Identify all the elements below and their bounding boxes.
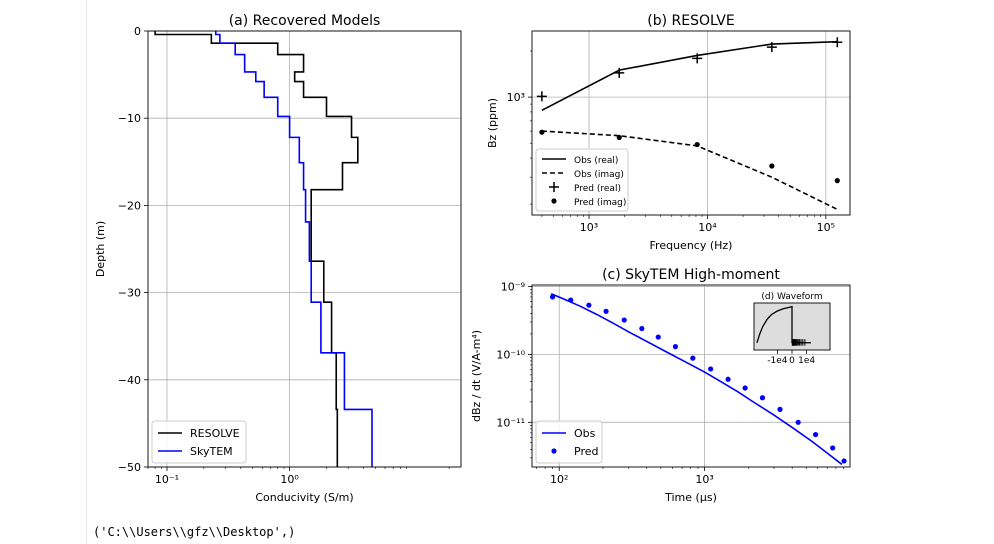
marker-dot [655, 334, 661, 340]
chart-title: (b) RESOLVE [647, 13, 734, 29]
marker-plus [692, 53, 703, 64]
legend-label: SkyTEM [190, 445, 233, 458]
marker-dot [603, 308, 609, 314]
marker-dot [777, 406, 783, 412]
chart-title: (c) SkyTEM High-moment [602, 267, 780, 283]
series-line [541, 40, 838, 112]
chart-title: (d) Waveform [761, 292, 822, 302]
legend-label: Obs (real) [574, 156, 618, 166]
legend-label: Pred (imag) [574, 198, 626, 208]
x-tick-label: 10⁻¹ [155, 473, 179, 486]
marker-dot [834, 178, 840, 184]
x-tick-label: -1e4 [767, 356, 788, 366]
cell-gutter [0, 0, 87, 544]
marker-dot [725, 376, 731, 382]
figure: 10⁻¹ 10⁰ 0 −10 −20 −30 −40 −50 (a) Recovered Mod… [94, 13, 851, 504]
axes-frame [753, 302, 831, 351]
cell-output-area: 10⁻¹ 10⁰ 0 −10 −20 −30 −40 −50 (a) Recovered Mod… [86, 0, 994, 544]
x-tick-label: 10⁵ [817, 221, 835, 234]
y-tick-label: −20 [118, 199, 141, 212]
x-tick-label: 1e4 [798, 356, 815, 366]
y-tick-label: 0 [134, 25, 141, 38]
x-axis-label: Frequency (Hz) [650, 239, 733, 252]
axes-frame [531, 284, 851, 468]
y-tick-label: −40 [118, 374, 141, 387]
y-tick-label: −10 [118, 112, 141, 125]
x-tick-label: 10⁴ [698, 221, 717, 234]
legend-label: RESOLVE [190, 427, 240, 440]
y-tick-label: −50 [118, 461, 141, 474]
x-tick-label: 10³ [695, 473, 713, 486]
marker-dot [759, 395, 766, 401]
marker-plus [766, 42, 777, 53]
marker-dot [708, 366, 714, 372]
marker-dot [672, 344, 679, 350]
panel-c: 10² 10³ 10⁻⁹ 10⁻¹⁰ 10⁻¹¹ (c) SkyTEM High-mome… [470, 267, 851, 504]
y-tick-label: 10⁻⁹ [501, 280, 525, 293]
y-axis-label: Depth (m) [94, 221, 107, 277]
stdout-text: ('C:\\Users\\gfz\\Desktop',) [93, 525, 296, 539]
legend: Obs Pred [535, 420, 603, 464]
axes-frame [531, 30, 851, 216]
marker-dot [539, 129, 545, 135]
marker-dot [549, 294, 556, 300]
marker-dot [694, 141, 700, 148]
marker-dot [830, 445, 836, 451]
marker-plus [832, 37, 843, 48]
legend-swatch [551, 448, 557, 454]
y-tick-label: 10⁻¹⁰ [496, 348, 525, 361]
legend-box [151, 420, 247, 464]
series-line [154, 31, 359, 467]
series-line [214, 31, 373, 467]
legend-label: Obs (imag) [574, 170, 624, 180]
marker-dot [795, 419, 801, 425]
axes-frame [147, 30, 462, 468]
y-tick-label: 10⁻¹¹ [496, 416, 525, 429]
series-line [756, 305, 811, 344]
x-tick-label: 0 [789, 356, 795, 366]
marker-dot [690, 355, 696, 361]
x-axis-label: Conducivity (S/m) [255, 491, 353, 504]
legend-swatch [549, 182, 559, 192]
legend-box [535, 148, 629, 212]
series-line [550, 293, 843, 466]
chart-title: (a) Recovered Models [229, 13, 381, 29]
marker-dot [568, 297, 574, 303]
x-axis-label: Time (μs) [664, 491, 717, 504]
marker-dot [769, 163, 775, 169]
marker-dot [841, 458, 847, 464]
y-tick-label: 10³ [507, 91, 525, 104]
marker-dot [742, 385, 748, 391]
marker-dot [616, 134, 622, 141]
x-tick-label: 10³ [580, 221, 598, 234]
legend-label: Obs [574, 427, 596, 440]
marker-dot [639, 325, 645, 332]
marker-dot [813, 431, 819, 438]
panel-d: -1e4 0 1e4 (d) Waveform [753, 292, 831, 366]
marker-plus [536, 91, 547, 102]
legend-label: Pred [574, 445, 598, 458]
marker-dot [586, 302, 592, 308]
legend-label: Pred (real) [574, 184, 621, 194]
legend-swatch [551, 198, 557, 204]
y-axis-label: dBz / dt (V/A-m⁴) [470, 330, 483, 422]
panel-a: 10⁻¹ 10⁰ 0 −10 −20 −30 −40 −50 (a) Recovered Mod… [94, 13, 462, 504]
marker-dot [621, 317, 627, 323]
legend: Obs (real) Obs (imag) Pred (real) Pred (ima… [535, 148, 629, 212]
y-tick-label: −30 [118, 287, 141, 300]
panel-b: 10³ 10⁴ 10⁵ 10³ (b) RESOLVE Frequency (Hz) Bz … [486, 13, 851, 252]
x-tick-label: 10⁰ [280, 473, 299, 486]
legend: RESOLVE SkyTEM [151, 420, 247, 464]
marker-plus [614, 67, 625, 78]
y-axis-label: Bz (ppm) [486, 98, 499, 148]
x-tick-label: 10² [550, 473, 568, 486]
